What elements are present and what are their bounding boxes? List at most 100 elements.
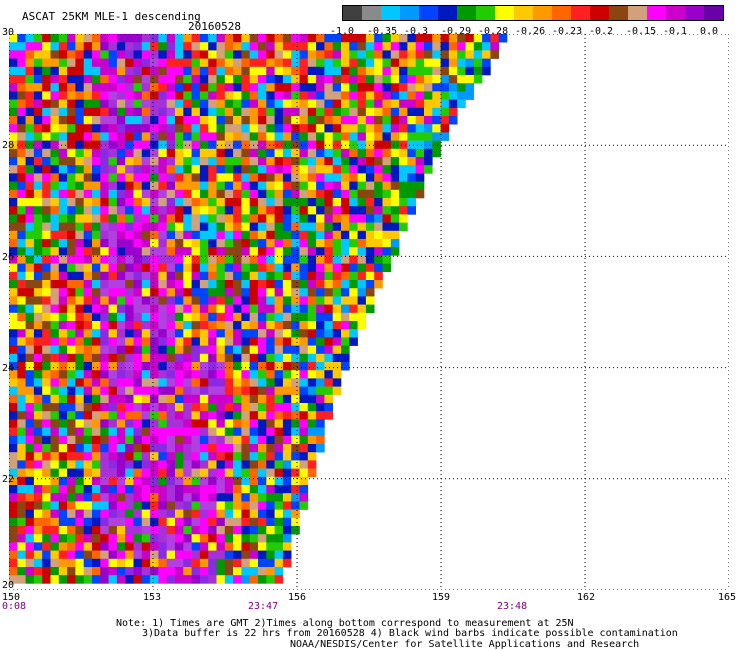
heatmap-cell	[233, 370, 242, 379]
heatmap-cell	[158, 198, 167, 207]
heatmap-cell	[299, 58, 309, 68]
heatmap-cell	[282, 107, 292, 117]
heatmap-cell	[141, 419, 151, 428]
heatmap-cell	[349, 230, 358, 240]
heatmap-cell	[274, 337, 284, 346]
heatmap-cell	[158, 116, 167, 125]
heatmap-cell	[92, 132, 101, 141]
heatmap-cell	[208, 288, 217, 297]
heatmap-cell	[249, 321, 259, 330]
heatmap-cell	[233, 444, 242, 453]
heatmap-cell	[424, 91, 433, 100]
heatmap-cell	[374, 222, 383, 232]
heatmap-cell	[307, 394, 317, 404]
heatmap-cell	[92, 91, 101, 100]
heatmap-cell	[208, 509, 217, 519]
heatmap-cell	[158, 386, 167, 396]
heatmap-cell	[116, 198, 126, 207]
heatmap-cell	[25, 509, 35, 519]
heatmap-cell	[33, 50, 43, 59]
heatmap-cell	[324, 247, 333, 256]
heatmap-cell	[9, 468, 18, 478]
heatmap-cell	[158, 66, 167, 76]
heatmap-cell	[216, 58, 226, 68]
colorbar-segment	[362, 6, 381, 20]
heatmap-cell	[216, 345, 226, 355]
heatmap-cell	[216, 493, 226, 502]
heatmap-cell	[183, 370, 192, 379]
heatmap-cell	[100, 550, 109, 560]
heatmap-cell	[316, 222, 325, 232]
heatmap-cell	[25, 452, 35, 461]
heatmap-cell	[324, 157, 333, 166]
heatmap-cell	[291, 485, 300, 494]
heatmap-cell	[158, 575, 167, 584]
heatmap-cell	[150, 50, 159, 59]
heatmap-cell	[224, 198, 234, 207]
heatmap-cell	[92, 321, 101, 330]
heatmap-cell	[299, 140, 309, 150]
heatmap-cell	[83, 214, 93, 223]
heatmap-cell	[166, 517, 176, 527]
colorbar-segment	[343, 6, 362, 20]
heatmap-cell	[490, 42, 499, 51]
heatmap-cell	[191, 239, 201, 248]
heatmap-cell	[382, 58, 392, 68]
heatmap-cell	[42, 444, 51, 453]
heatmap-cell	[274, 173, 284, 182]
heatmap-cell	[224, 50, 234, 59]
heatmap-cell	[50, 567, 60, 576]
heatmap-cell	[75, 534, 84, 543]
heatmap-cell	[407, 132, 416, 141]
heatmap-cell	[50, 419, 60, 428]
heatmap-cell	[249, 370, 259, 379]
heatmap-cell	[17, 517, 26, 527]
heatmap-cell	[33, 534, 43, 543]
heatmap-cell	[133, 42, 143, 51]
heatmap-cell	[42, 280, 51, 289]
heatmap-cell	[390, 140, 400, 150]
heatmap-cell	[258, 66, 267, 76]
heatmap-cell	[316, 189, 325, 199]
heatmap-cell	[33, 444, 43, 453]
heatmap-cell	[291, 75, 300, 84]
heatmap-cell	[9, 329, 18, 338]
heatmap-cell	[83, 419, 93, 428]
heatmap-cell	[216, 124, 226, 133]
heatmap-cell	[42, 321, 51, 330]
heatmap-cell	[357, 222, 367, 232]
heatmap-cell	[58, 271, 68, 281]
map-plot[interactable]	[9, 34, 729, 590]
heatmap-cell	[241, 567, 250, 576]
heatmap-cell	[33, 435, 43, 445]
heatmap-cell	[100, 296, 109, 305]
heatmap-cell	[191, 501, 201, 510]
heatmap-cell	[92, 107, 101, 117]
heatmap-cell	[158, 148, 167, 158]
heatmap-cell	[258, 107, 267, 117]
heatmap-cell	[365, 222, 375, 232]
heatmap-cell	[307, 189, 317, 199]
heatmap-cell	[150, 34, 159, 43]
heatmap-cell	[299, 362, 309, 371]
heatmap-cell	[266, 198, 275, 207]
heatmap-cell	[83, 230, 93, 240]
heatmap-cell	[407, 124, 416, 133]
heatmap-cell	[166, 575, 176, 584]
heatmap-cell	[216, 255, 226, 264]
heatmap-cell	[349, 165, 358, 174]
heatmap-cell	[282, 403, 292, 412]
heatmap-cell	[17, 239, 26, 248]
heatmap-cell	[67, 468, 76, 478]
heatmap-cell	[307, 411, 317, 420]
heatmap-cell	[33, 263, 43, 273]
heatmap-cell	[216, 263, 226, 273]
heatmap-cell	[100, 517, 109, 527]
heatmap-cell	[341, 66, 350, 76]
heatmap-cell	[67, 239, 76, 248]
heatmap-cell	[274, 165, 284, 174]
heatmap-cell	[274, 345, 284, 355]
heatmap-cell	[58, 460, 68, 469]
heatmap-cell	[307, 296, 317, 305]
heatmap-cell	[233, 534, 242, 543]
